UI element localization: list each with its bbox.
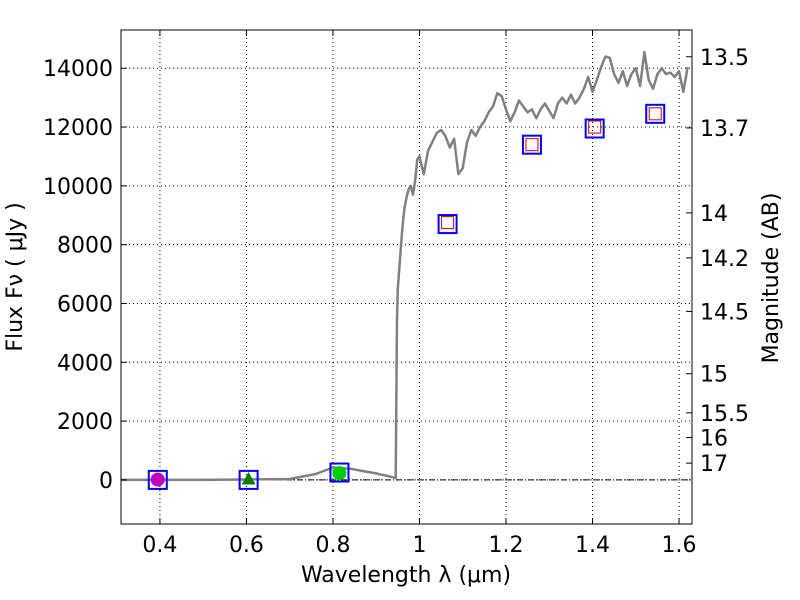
model-box-marker [521,134,542,155]
y-axis-ticks: 0 2000 4000 6000 8000 10000 12000 14000 [43,57,127,494]
y-tick-label: 4000 [57,351,113,376]
y2-tick-label: 16 [700,427,728,452]
observed-photometry-points [150,466,347,487]
x-tick-label: 1 [412,533,426,558]
y-tick-label: 6000 [57,292,113,317]
model-box-marker [238,469,259,490]
spectrum-line [121,50,689,482]
y2-tick-label: 15 [700,363,728,388]
y2-tick-label: 14.2 [700,247,749,272]
upper-limit-marker [648,107,662,121]
model-spectrum [121,50,689,482]
x-tick-label: 1.6 [662,533,697,558]
upper-limit-marker [441,216,455,230]
x-tick-label: 0.4 [142,533,177,558]
y-tick-label: 12000 [43,116,113,141]
model-box-marker [437,214,458,235]
x-axis-ticks: 0.4 0.6 0.8 1 1.2 1.4 1.6 [142,30,697,558]
model-photometry-boxes [147,103,666,490]
x-axis-label: Wavelength λ (μm) [301,563,511,588]
model-box-marker [584,118,605,139]
y-tick-label: 2000 [57,410,113,435]
upper-limit-marker [525,138,539,152]
observed-point-marker [241,471,256,485]
y2-tick-label: 17 [700,452,728,477]
y2-tick-label: 14.5 [700,300,749,325]
grid-lines [121,30,692,524]
y2-axis-label: Magnitude (AB) [759,193,784,364]
x-tick-label: 0.6 [229,533,264,558]
y2-tick-label: 14 [700,202,728,227]
y-tick-label: 0 [99,469,113,494]
y2-tick-label: 13.7 [700,117,749,142]
y2-tick-label: 15.5 [700,402,749,427]
model-box-marker [147,469,168,490]
upper-limit-marker [588,120,602,134]
y-axis-label: Flux Fν ( μJy ) [3,202,28,351]
y-tick-label: 8000 [57,234,113,259]
y2-tick-label: 13.5 [700,46,749,71]
x-tick-label: 1.4 [575,533,610,558]
observed-point-marker [332,466,347,481]
y-tick-label: 10000 [43,175,113,200]
plot-frame [120,29,693,525]
upper-limit-markers [441,107,662,230]
x-tick-label: 1.2 [488,533,523,558]
x-tick-label: 0.8 [315,533,350,558]
model-box-marker [329,462,350,483]
model-box-marker [645,103,666,124]
y-tick-label: 14000 [43,57,113,82]
observed-point-marker [150,472,165,487]
